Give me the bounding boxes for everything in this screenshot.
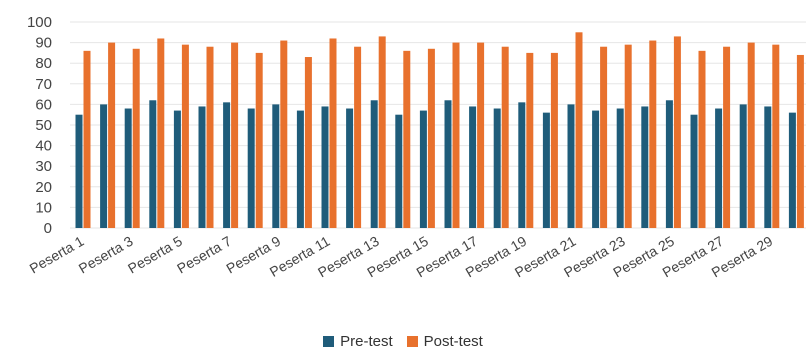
x-tick-label: Peserta 7	[174, 233, 234, 277]
bar-pre-test	[419, 110, 427, 228]
bar-pre-test	[296, 110, 304, 228]
bar-pre-test	[100, 104, 108, 228]
bar-pre-test	[542, 112, 550, 228]
bar-post-test	[550, 52, 558, 229]
bar-post-test	[501, 46, 509, 228]
bar-pre-test	[469, 106, 477, 228]
bars	[75, 32, 804, 229]
bar-post-test	[600, 46, 608, 228]
y-tick-label: 60	[35, 96, 52, 113]
y-tick-label: 20	[35, 179, 52, 196]
bar-pre-test	[223, 102, 231, 228]
x-tick-label: Peserta 3	[76, 233, 136, 277]
bar-post-test	[624, 44, 632, 228]
y-tick-label: 80	[35, 55, 52, 72]
y-tick-label: 0	[44, 220, 52, 237]
bar-pre-test	[788, 112, 796, 228]
bar-post-test	[255, 52, 263, 229]
bar-pre-test	[739, 104, 747, 228]
bar-post-test	[673, 36, 681, 228]
y-tick-label: 90	[35, 35, 52, 52]
bar-post-test	[796, 54, 804, 229]
bar-post-test	[354, 46, 362, 228]
bar-pre-test	[321, 106, 329, 228]
bar-post-test	[181, 44, 189, 228]
x-tick-label: Peserta 5	[125, 233, 185, 277]
bar-pre-test	[493, 108, 501, 228]
y-tick-label: 100	[27, 14, 52, 31]
legend-swatch-post-test	[406, 336, 418, 347]
bar-pre-test	[173, 110, 181, 228]
bar-pre-test	[444, 100, 452, 228]
bar-post-test	[329, 38, 337, 229]
y-tick-label: 70	[35, 76, 52, 93]
y-tick-label: 30	[35, 158, 52, 175]
bar-post-test	[231, 42, 239, 228]
y-tick-label: 50	[35, 117, 52, 134]
bar-post-test	[280, 40, 288, 228]
bar-pre-test	[370, 100, 378, 228]
bar-post-test	[206, 46, 214, 228]
bar-post-test	[772, 44, 780, 228]
y-axis: 0 10 20 30 40 50 60 70 80 90 100	[27, 14, 52, 237]
bar-pre-test	[665, 100, 673, 228]
bar-pre-test	[198, 106, 206, 228]
bar-pre-test	[690, 114, 698, 228]
bar-pre-test	[75, 114, 83, 228]
bar-post-test	[403, 50, 411, 229]
bar-pre-test	[395, 114, 403, 228]
bar-post-test	[723, 46, 731, 228]
bar-post-test	[649, 40, 657, 228]
bar-post-test	[526, 52, 534, 229]
x-tick-label: Peserta 1	[27, 233, 87, 277]
bar-post-test	[747, 42, 755, 228]
legend-label-pre-test: Pre-test	[340, 333, 393, 350]
bar-pre-test	[764, 106, 772, 228]
gridlines	[70, 21, 806, 229]
y-tick-label: 40	[35, 138, 52, 155]
bar-pre-test	[518, 102, 526, 228]
bar-post-test	[698, 50, 706, 229]
bar-pre-test	[592, 110, 600, 228]
bar-pre-test	[124, 108, 132, 228]
bar-pre-test	[346, 108, 354, 228]
bar-post-test	[378, 36, 386, 228]
legend-label-post-test: Post-test	[423, 333, 483, 350]
bar-post-test	[477, 42, 485, 228]
bar-pre-test	[247, 108, 255, 228]
legend-item-post-test: Post-test	[406, 333, 483, 350]
legend-swatch-pre-test	[323, 336, 335, 347]
bar-post-test	[452, 42, 460, 228]
bar-pre-test	[641, 106, 649, 228]
bar-pre-test	[567, 104, 575, 228]
bar-post-test	[157, 38, 165, 229]
bar-post-test	[427, 48, 435, 228]
bar-pre-test	[715, 108, 723, 228]
bar-post-test	[108, 42, 116, 228]
bar-pre-test	[616, 108, 624, 228]
bar-post-test	[132, 48, 140, 228]
bar-pre-test	[149, 100, 157, 228]
legend: Pre-test Post-test	[0, 333, 806, 350]
y-tick-label: 10	[35, 199, 52, 216]
legend-item-pre-test: Pre-test	[323, 333, 393, 350]
bar-post-test	[83, 50, 91, 229]
bar-post-test	[575, 32, 583, 228]
bar-pre-test	[272, 104, 280, 228]
bar-post-test	[304, 57, 312, 228]
